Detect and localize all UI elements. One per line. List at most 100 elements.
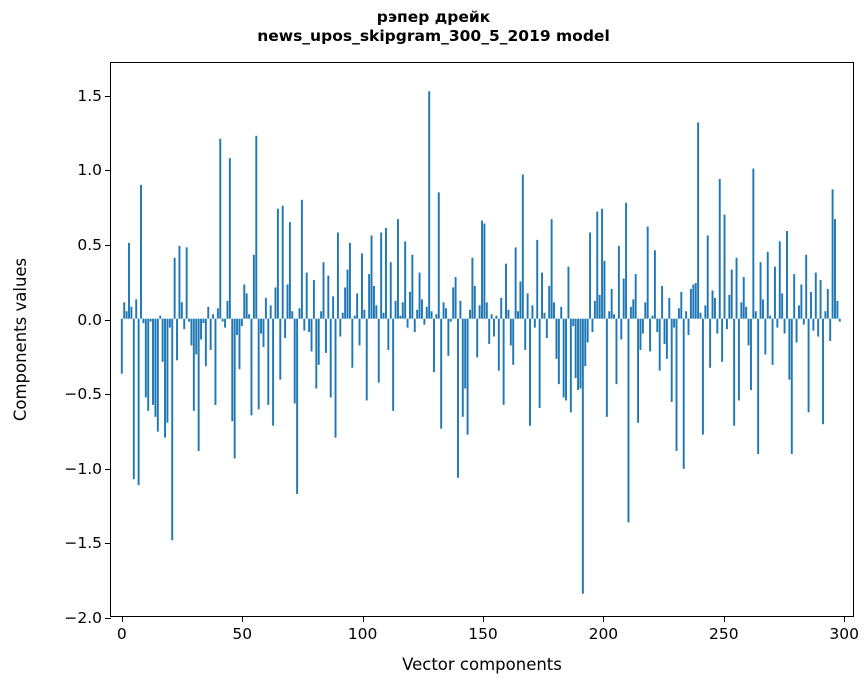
bar bbox=[706, 235, 709, 319]
bar bbox=[147, 318, 150, 411]
bar bbox=[526, 293, 529, 319]
bar bbox=[728, 294, 731, 319]
bar bbox=[805, 254, 808, 319]
y-tick-mark bbox=[105, 170, 111, 172]
bar bbox=[212, 314, 215, 319]
bar bbox=[737, 318, 740, 401]
bar bbox=[368, 274, 371, 319]
bar bbox=[276, 208, 279, 319]
bar bbox=[620, 318, 623, 340]
bar bbox=[704, 305, 707, 319]
bar bbox=[759, 262, 762, 319]
bar bbox=[144, 318, 147, 398]
bar bbox=[140, 184, 142, 319]
bar bbox=[176, 318, 178, 361]
bar bbox=[334, 318, 337, 438]
bar bbox=[757, 318, 760, 454]
bar bbox=[798, 305, 800, 319]
bar bbox=[747, 318, 750, 346]
x-tick-mark bbox=[723, 616, 725, 622]
bar bbox=[375, 305, 378, 319]
bar bbox=[613, 314, 616, 319]
bar bbox=[478, 305, 481, 319]
bar bbox=[783, 318, 786, 334]
bar bbox=[509, 318, 512, 346]
bar bbox=[370, 235, 373, 319]
bar bbox=[711, 290, 714, 319]
bar bbox=[533, 318, 536, 328]
bar bbox=[641, 318, 644, 334]
y-tick-label: 0.5 bbox=[77, 236, 102, 255]
bar bbox=[411, 254, 414, 319]
bar bbox=[550, 219, 553, 319]
bar bbox=[749, 318, 752, 391]
bar bbox=[788, 318, 791, 380]
bar bbox=[387, 318, 390, 350]
bar bbox=[341, 312, 344, 319]
bar bbox=[226, 300, 229, 319]
bar bbox=[601, 208, 604, 319]
bar bbox=[286, 284, 289, 319]
bar bbox=[500, 297, 503, 319]
bar bbox=[128, 242, 130, 319]
bar bbox=[718, 178, 721, 319]
plot-area: 1.5 1.0 0.5 0.0 −0.5 −1.0 −1.5 −2.0 0 50 100 150 20… bbox=[64, 62, 859, 643]
bar bbox=[360, 253, 363, 319]
bar bbox=[166, 318, 169, 423]
x-tick-mark bbox=[483, 616, 484, 622]
bar bbox=[617, 245, 620, 319]
bar bbox=[680, 291, 683, 319]
y-tick-label: −1.0 bbox=[64, 459, 102, 478]
bar bbox=[581, 318, 584, 594]
bar bbox=[322, 262, 325, 319]
bar bbox=[324, 318, 327, 353]
bar bbox=[610, 288, 613, 319]
bar bbox=[689, 288, 692, 319]
bar bbox=[219, 138, 222, 319]
bar bbox=[200, 318, 203, 340]
bar bbox=[589, 232, 592, 319]
bar bbox=[281, 205, 284, 319]
bar bbox=[545, 318, 548, 339]
bar bbox=[252, 254, 255, 319]
bar bbox=[716, 318, 719, 334]
bar bbox=[466, 318, 469, 435]
bar bbox=[476, 318, 479, 358]
bar bbox=[745, 306, 748, 319]
y-tick-mark bbox=[105, 468, 111, 470]
bar bbox=[651, 315, 654, 319]
bar bbox=[351, 318, 354, 368]
bar bbox=[514, 247, 517, 319]
bar bbox=[560, 306, 563, 319]
bar bbox=[394, 300, 397, 319]
bar bbox=[231, 318, 234, 422]
x-tick-label: 100 bbox=[347, 625, 378, 643]
bar bbox=[353, 315, 356, 319]
x-axis-label: Vector components bbox=[110, 655, 854, 674]
bar bbox=[490, 314, 493, 319]
bar bbox=[742, 277, 745, 319]
bar bbox=[786, 230, 788, 319]
bar bbox=[819, 280, 822, 319]
y-axis-label-text: Components values bbox=[11, 257, 31, 422]
y-tick-label: 1.5 bbox=[77, 86, 102, 105]
bar bbox=[677, 308, 680, 319]
bar bbox=[250, 318, 253, 416]
bar bbox=[627, 318, 630, 523]
bar bbox=[372, 285, 375, 319]
bar bbox=[838, 318, 841, 322]
bar bbox=[392, 318, 395, 411]
bar bbox=[445, 308, 447, 319]
bar bbox=[262, 318, 265, 347]
bar bbox=[135, 299, 138, 319]
bar bbox=[593, 300, 596, 319]
bar bbox=[471, 257, 474, 319]
bar bbox=[512, 318, 515, 365]
bar bbox=[569, 318, 572, 413]
bar bbox=[228, 158, 231, 319]
bar bbox=[735, 257, 738, 319]
bar bbox=[216, 308, 219, 319]
bar bbox=[596, 211, 599, 319]
bar bbox=[425, 306, 428, 319]
bar bbox=[329, 318, 332, 398]
